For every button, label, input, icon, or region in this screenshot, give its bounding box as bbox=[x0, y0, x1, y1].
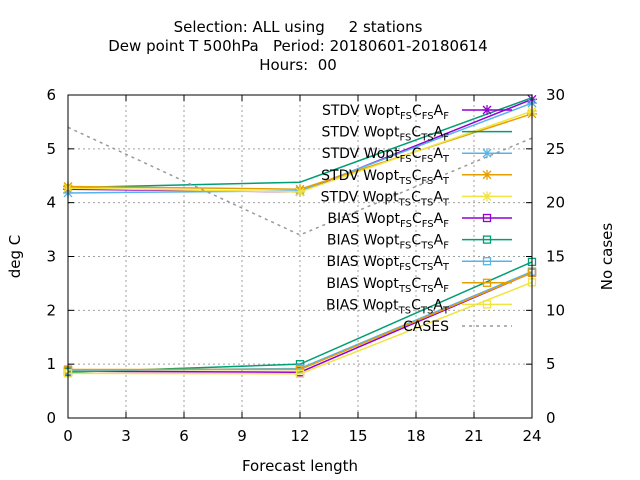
series-line bbox=[67, 126, 533, 236]
y-tick-label: 2 bbox=[46, 301, 56, 319]
data-point bbox=[482, 235, 492, 244]
y-tick-label: 4 bbox=[46, 194, 56, 212]
x-tick-label: 15 bbox=[348, 427, 367, 445]
x-tick-label: 3 bbox=[121, 427, 131, 445]
y2-tick-label: 0 bbox=[546, 409, 556, 427]
legend-entry: STDV WoptTSCTSAT bbox=[321, 189, 512, 208]
y2-tick-label: 20 bbox=[546, 194, 565, 212]
legend-label: STDV WoptFSCTSAF bbox=[322, 125, 450, 144]
title-line: Hours: 00 bbox=[259, 56, 337, 74]
y2-tick-label: 15 bbox=[546, 248, 565, 266]
legend-entry: BIAS WoptFSCFSAF bbox=[327, 211, 512, 230]
y-tick-label: 5 bbox=[46, 140, 56, 158]
y2-tick-label: 10 bbox=[546, 301, 565, 319]
data-point bbox=[482, 169, 492, 180]
x-tick-label: 9 bbox=[237, 427, 247, 445]
y-axis-label: deg C bbox=[6, 235, 24, 279]
x-tick-label: 12 bbox=[290, 427, 309, 445]
title-line: Dew point T 500hPa Period: 20180601-2018… bbox=[108, 37, 487, 55]
series-line bbox=[68, 271, 533, 371]
x-tick-label: 0 bbox=[63, 427, 73, 445]
legend-entry: CASES bbox=[403, 319, 512, 335]
legend-label: BIAS WoptTSCTSAF bbox=[326, 276, 449, 295]
y-tick-label: 1 bbox=[46, 355, 56, 373]
y-tick-label: 3 bbox=[46, 248, 56, 266]
y-tick-label: 6 bbox=[46, 86, 56, 104]
data-point bbox=[295, 186, 305, 197]
legend-entry: STDV WoptFSCFSAF bbox=[322, 103, 512, 122]
data-point bbox=[482, 213, 492, 223]
data-point bbox=[295, 369, 305, 379]
series-10 bbox=[67, 126, 533, 236]
title-line: Selection: ALL using 2 stations bbox=[174, 18, 423, 36]
data-point bbox=[482, 278, 492, 287]
y2-axis-label: No cases bbox=[598, 223, 616, 291]
data-point bbox=[482, 148, 492, 159]
legend-label: STDV WoptTSCTSAT bbox=[321, 189, 450, 208]
legend-entry: BIAS WoptFSCTSAT bbox=[327, 254, 512, 273]
y2-tick-label: 25 bbox=[546, 140, 565, 158]
legend-entry: STDV WoptFSCFSAT bbox=[322, 146, 512, 165]
legend-label: STDV WoptFSCFSAT bbox=[322, 146, 450, 165]
legend-label: BIAS WoptFSCTSAT bbox=[327, 254, 450, 273]
legend-entry: BIAS WoptTSCTSAF bbox=[326, 276, 512, 295]
legend-label: BIAS WoptTSCTSAT bbox=[326, 297, 450, 316]
series-9 bbox=[63, 278, 537, 379]
legend-label: BIAS WoptFSCTSAF bbox=[327, 233, 449, 252]
x-tick-label: 6 bbox=[179, 427, 189, 445]
legend-entry: BIAS WoptFSCTSAF bbox=[327, 233, 512, 252]
legend: STDV WoptFSCFSAF STDV WoptFSCTSAF STDV Wop… bbox=[321, 103, 512, 335]
x-tick-label: 21 bbox=[464, 427, 483, 445]
series-line bbox=[67, 96, 533, 189]
legend-entry: BIAS WoptTSCTSAT bbox=[326, 297, 512, 316]
x-tick-label: 18 bbox=[406, 427, 425, 445]
data-point bbox=[482, 105, 492, 115]
y2-tick-label: 5 bbox=[546, 355, 556, 373]
legend-label: CASES bbox=[403, 319, 449, 335]
series-1 bbox=[67, 96, 533, 189]
x-axis-label: Forecast length bbox=[242, 457, 358, 475]
series-line bbox=[67, 271, 533, 373]
legend-label: BIAS WoptFSCFSAF bbox=[327, 211, 449, 230]
data-point bbox=[482, 257, 492, 266]
data-point bbox=[295, 365, 305, 374]
data-point bbox=[482, 300, 492, 309]
y2-tick-label: 30 bbox=[546, 86, 565, 104]
legend-label: STDV WoptTSCFSAT bbox=[321, 168, 450, 187]
legend-entry: STDV WoptTSCFSAT bbox=[321, 168, 512, 187]
legend-entry: STDV WoptFSCTSAF bbox=[322, 125, 512, 144]
data-point bbox=[482, 191, 492, 202]
series-2 bbox=[63, 98, 537, 198]
series-line bbox=[67, 281, 533, 375]
legend-label: STDV WoptFSCFSAF bbox=[322, 103, 449, 122]
y-tick-label: 0 bbox=[46, 409, 56, 427]
x-tick-label: 24 bbox=[522, 427, 541, 445]
